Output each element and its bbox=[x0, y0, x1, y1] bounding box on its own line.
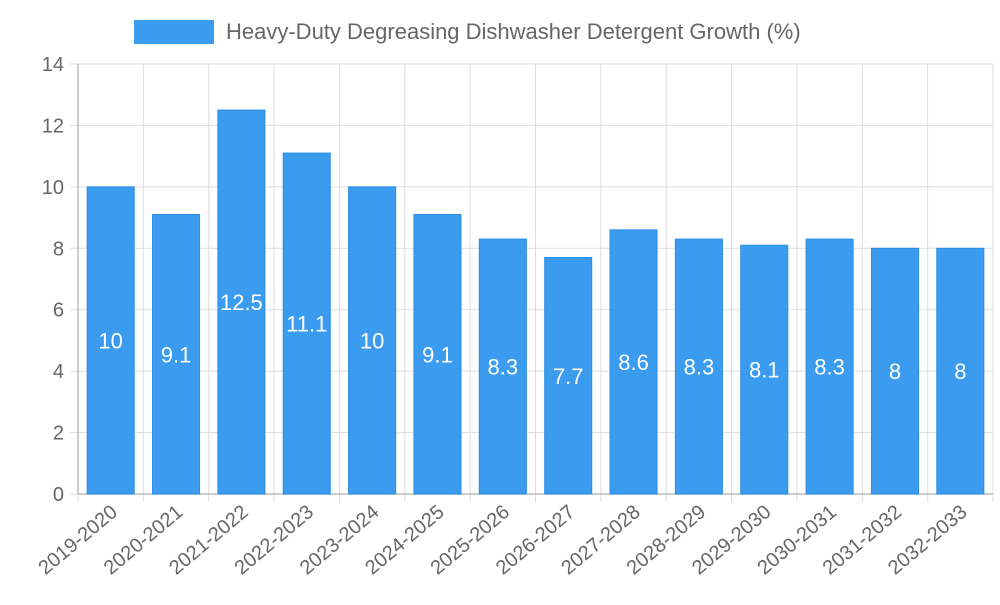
bar[interactable] bbox=[152, 214, 201, 495]
bar[interactable] bbox=[348, 186, 397, 495]
bar[interactable] bbox=[217, 109, 266, 495]
y-tick-label: 4 bbox=[53, 361, 64, 383]
legend-swatch bbox=[134, 20, 214, 44]
bar-value-label: 8 bbox=[889, 359, 901, 384]
bar[interactable] bbox=[478, 238, 527, 495]
y-axis-ticks: 0 2 4 6 8 10 12 14 bbox=[42, 54, 64, 506]
y-tick-label: 0 bbox=[53, 484, 64, 506]
bars bbox=[86, 109, 985, 495]
bar-value-labels: 10 9.1 12.5 11.1 10 9.1 8.3 7.7 8.6 8.3 8.1 8.3 8 8 bbox=[98, 290, 966, 389]
bar[interactable] bbox=[870, 247, 919, 495]
bar[interactable] bbox=[805, 238, 854, 495]
legend[interactable]: Heavy-Duty Degreasing Dishwasher Deterge… bbox=[134, 19, 801, 44]
bar-value-label: 8.3 bbox=[814, 355, 845, 380]
bar-value-label: 8.6 bbox=[618, 350, 649, 375]
y-tick-label: 8 bbox=[53, 238, 64, 260]
y-tick-label: 12 bbox=[42, 115, 64, 137]
bar[interactable] bbox=[282, 152, 331, 495]
bar-value-label: 8.3 bbox=[684, 355, 715, 380]
y-tick-label: 10 bbox=[42, 177, 64, 199]
bar-value-label: 12.5 bbox=[220, 290, 263, 315]
bar-value-label: 11.1 bbox=[286, 312, 327, 337]
x-axis-ticks: 2019-20202020-20212021-20222022-20232023… bbox=[34, 501, 971, 579]
bar-value-label: 9.1 bbox=[422, 342, 453, 367]
bar[interactable] bbox=[413, 214, 462, 495]
y-tick-label: 6 bbox=[53, 300, 64, 322]
bar-value-label: 10 bbox=[360, 328, 384, 353]
legend-label: Heavy-Duty Degreasing Dishwasher Deterge… bbox=[226, 19, 801, 44]
bar[interactable] bbox=[674, 238, 723, 495]
bar[interactable] bbox=[740, 244, 789, 495]
bar[interactable] bbox=[609, 229, 658, 495]
bar[interactable] bbox=[936, 247, 985, 495]
bar-value-label: 8.1 bbox=[749, 358, 780, 383]
bar-value-label: 9.1 bbox=[161, 342, 192, 367]
y-tick-label: 14 bbox=[42, 54, 64, 76]
bar-value-label: 10 bbox=[98, 328, 122, 353]
bar[interactable] bbox=[86, 186, 135, 495]
bar-value-label: 8 bbox=[954, 359, 966, 384]
bar-value-label: 8.3 bbox=[488, 355, 519, 380]
y-tick-label: 2 bbox=[53, 423, 64, 445]
bar-value-label: 7.7 bbox=[553, 364, 584, 389]
bar[interactable] bbox=[544, 257, 593, 495]
grid-lines bbox=[70, 63, 994, 502]
